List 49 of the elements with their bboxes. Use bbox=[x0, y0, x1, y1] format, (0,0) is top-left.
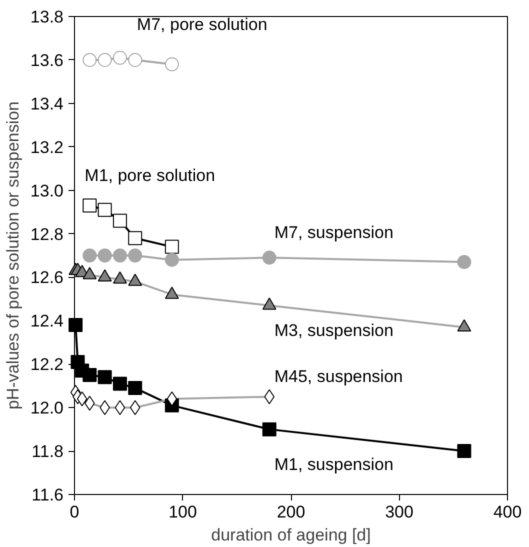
y-tick-label: 11.8 bbox=[32, 442, 64, 462]
y-tick-label: 13.6 bbox=[30, 50, 64, 70]
y-tick-label: 12.0 bbox=[30, 398, 64, 418]
x-tick-label: 400 bbox=[493, 502, 522, 522]
point bbox=[112, 50, 127, 65]
point bbox=[68, 318, 83, 332]
y-tick-label: 13.2 bbox=[30, 138, 64, 157]
point bbox=[262, 422, 276, 436]
point bbox=[164, 240, 179, 254]
point bbox=[457, 255, 472, 270]
point bbox=[82, 198, 97, 213]
series-label: M7, pore solution bbox=[136, 14, 268, 34]
point bbox=[82, 248, 97, 262]
y-tick-label: 12.6 bbox=[30, 268, 64, 288]
point bbox=[164, 252, 179, 267]
y-tick-label: 13.4 bbox=[30, 94, 64, 114]
point bbox=[164, 57, 179, 72]
y-tick-label: 12.2 bbox=[30, 355, 64, 374]
point bbox=[128, 248, 142, 262]
point bbox=[128, 52, 142, 67]
point bbox=[82, 368, 97, 382]
x-tick-label: 300 bbox=[385, 502, 414, 522]
series-label: M1, suspension bbox=[274, 454, 394, 474]
point bbox=[98, 370, 112, 384]
point bbox=[112, 376, 127, 391]
y-tick-label: 12.4 bbox=[30, 312, 64, 331]
point bbox=[98, 202, 112, 217]
y-tick-label: 11.6 bbox=[32, 486, 64, 504]
x-tick-label: 100 bbox=[168, 502, 197, 522]
point bbox=[82, 52, 97, 67]
x-tick-label: 0 bbox=[70, 502, 80, 522]
series-label: M7, suspension bbox=[274, 223, 394, 242]
series-label: M45, suspension bbox=[274, 367, 403, 386]
y-tick-label: 13.0 bbox=[30, 181, 64, 200]
legend-label: M1, pore solution bbox=[84, 166, 216, 186]
y-axis-title: pH-values of pore solution or suspension bbox=[3, 101, 22, 410]
x-axis-title: duration of ageing [d] bbox=[211, 526, 371, 544]
point bbox=[112, 214, 127, 228]
point bbox=[128, 231, 142, 246]
point bbox=[457, 444, 472, 458]
y-tick-label: 12.8 bbox=[30, 224, 64, 244]
x-tick-label: 200 bbox=[276, 502, 306, 522]
point bbox=[98, 52, 112, 67]
point bbox=[262, 250, 276, 265]
series-label: M3, suspension bbox=[274, 320, 394, 340]
point bbox=[112, 248, 127, 262]
y-tick-label: 13.8 bbox=[30, 8, 64, 26]
point bbox=[98, 248, 112, 262]
point bbox=[128, 381, 142, 396]
